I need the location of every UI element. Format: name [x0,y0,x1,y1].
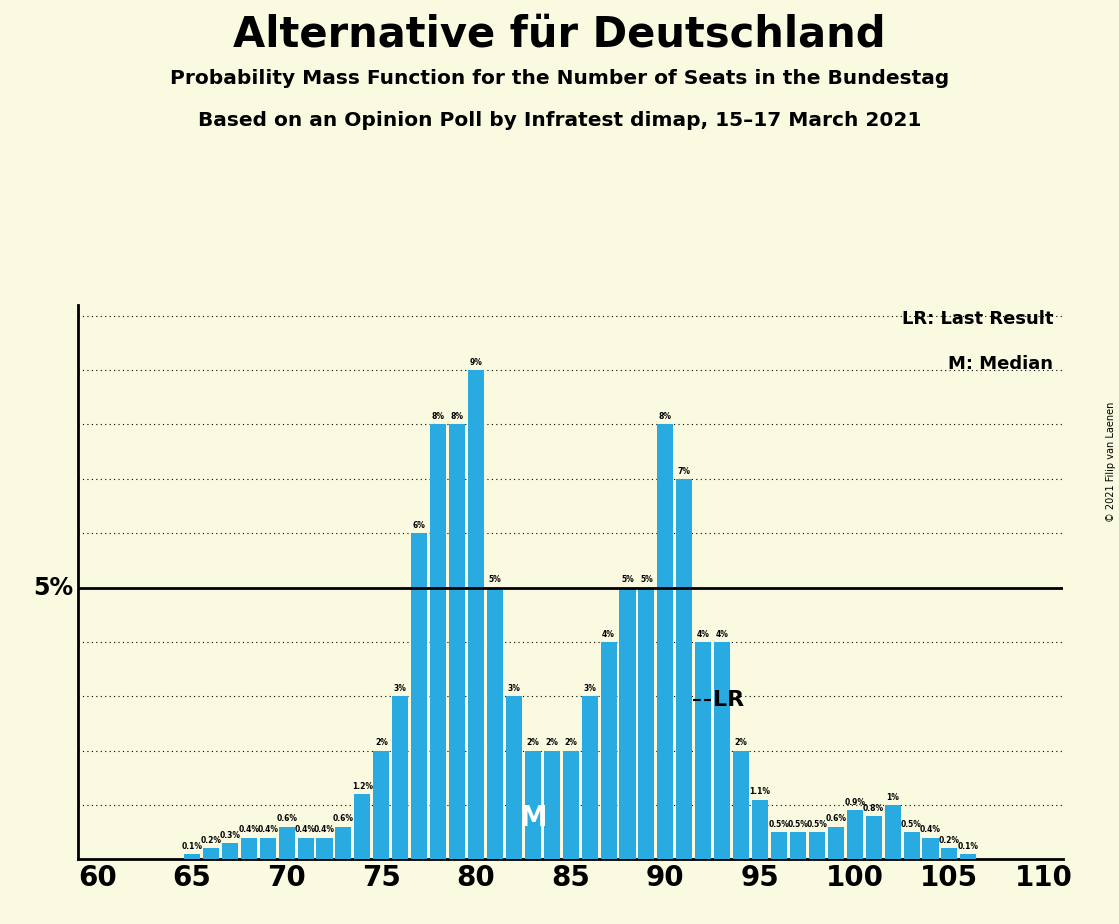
Bar [752,799,768,859]
Bar [771,833,787,859]
Text: 6%: 6% [413,521,425,530]
Text: © 2021 Filip van Laenen: © 2021 Filip van Laenen [1106,402,1116,522]
Text: 0.4%: 0.4% [314,825,335,834]
Text: 3%: 3% [583,684,596,693]
Text: 9%: 9% [470,358,482,367]
Bar [336,827,351,859]
Bar [922,837,939,859]
Bar [506,697,521,859]
Bar [941,848,958,859]
Bar [374,750,389,859]
Text: 8%: 8% [659,412,671,421]
Text: 0.6%: 0.6% [333,814,354,823]
Bar [714,642,731,859]
Text: 2%: 2% [545,738,558,748]
Text: 4%: 4% [697,629,709,638]
Bar [960,854,977,859]
Text: 2%: 2% [564,738,577,748]
Text: 0.9%: 0.9% [844,798,865,808]
Text: 5%: 5% [621,576,633,584]
Bar [184,854,200,859]
Text: 4%: 4% [602,629,615,638]
Text: 0.4%: 0.4% [238,825,260,834]
Text: 0.6%: 0.6% [826,814,846,823]
Text: 0.5%: 0.5% [769,820,789,829]
Text: 7%: 7% [678,467,690,476]
Text: 2%: 2% [735,738,747,748]
Bar [809,833,825,859]
Text: 0.2%: 0.2% [939,836,960,845]
Bar [525,750,540,859]
Text: 8%: 8% [451,412,463,421]
Text: 0.6%: 0.6% [276,814,298,823]
Bar [392,697,408,859]
Bar [298,837,313,859]
Text: 0.4%: 0.4% [920,825,941,834]
Text: LR: Last Result: LR: Last Result [902,310,1053,328]
Bar [449,424,466,859]
Bar [430,424,446,859]
Bar [828,827,844,859]
Bar [563,750,579,859]
Text: 0.1%: 0.1% [181,842,203,851]
Bar [790,833,806,859]
Bar [903,833,920,859]
Bar [733,750,750,859]
Text: 0.4%: 0.4% [295,825,316,834]
Bar [657,424,674,859]
Bar [885,805,901,859]
Text: M: M [519,804,546,833]
Text: Based on an Opinion Poll by Infratest dimap, 15–17 March 2021: Based on an Opinion Poll by Infratest di… [198,111,921,130]
Text: Alternative für Deutschland: Alternative für Deutschland [233,14,886,55]
Text: 1.2%: 1.2% [351,782,373,791]
Text: 0.2%: 0.2% [200,836,222,845]
Bar [241,837,257,859]
Text: 0.5%: 0.5% [807,820,827,829]
Text: LR: LR [713,689,744,710]
Bar [203,848,219,859]
Bar [260,837,275,859]
Text: 4%: 4% [716,629,728,638]
Text: 2%: 2% [375,738,388,748]
Text: 1%: 1% [886,793,899,802]
Bar [847,810,863,859]
Bar [355,794,370,859]
Text: 3%: 3% [507,684,520,693]
Bar [866,816,882,859]
Bar [676,479,693,859]
Text: 5%: 5% [34,576,74,600]
Text: 0.3%: 0.3% [219,831,241,840]
Bar [638,588,655,859]
Text: 5%: 5% [640,576,652,584]
Bar [468,371,485,859]
Text: 0.8%: 0.8% [863,804,884,812]
Bar [582,697,598,859]
Bar [695,642,712,859]
Text: 0.5%: 0.5% [901,820,922,829]
Bar [487,588,504,859]
Bar [411,533,427,859]
Text: M: Median: M: Median [948,355,1053,372]
Text: 0.5%: 0.5% [788,820,808,829]
Text: Probability Mass Function for the Number of Seats in the Bundestag: Probability Mass Function for the Number… [170,69,949,89]
Text: 1.1%: 1.1% [750,787,771,796]
Text: 0.1%: 0.1% [958,842,979,851]
Bar [544,750,560,859]
Text: 2%: 2% [526,738,539,748]
Bar [279,827,294,859]
Text: 8%: 8% [432,412,444,421]
Bar [222,843,238,859]
Bar [620,588,636,859]
Text: 5%: 5% [489,576,501,584]
Text: 0.4%: 0.4% [257,825,279,834]
Bar [317,837,332,859]
Text: 3%: 3% [394,684,406,693]
Bar [601,642,617,859]
